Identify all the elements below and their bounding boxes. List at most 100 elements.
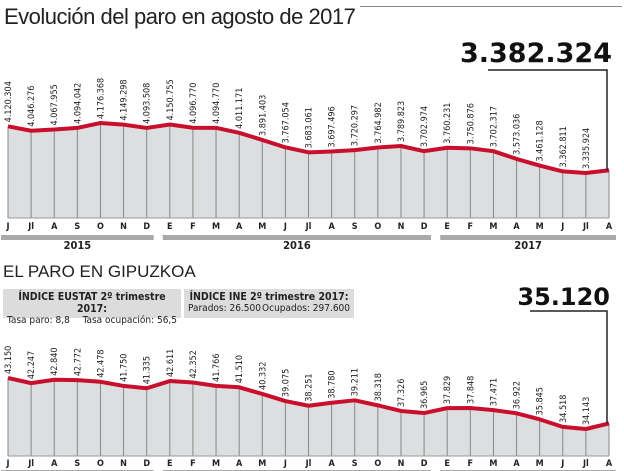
month-tick: A <box>51 459 58 469</box>
month-tick: J <box>5 459 9 469</box>
ine-box: ÍNDICE INE 2º trimestre 2017: Parados: 2… <box>184 289 354 318</box>
data-label: 42.247 <box>27 351 37 379</box>
data-label: 3.720.297 <box>351 105 361 146</box>
month-tick: D <box>421 222 428 232</box>
data-label: 3.767.054 <box>281 102 291 143</box>
month-tick: A <box>328 222 335 232</box>
highlight-value: 35.120 <box>517 283 610 311</box>
ine-title: ÍNDICE INE 2º trimestre 2017: <box>189 291 349 303</box>
data-label: 36.922 <box>513 381 523 409</box>
month-tick: O <box>97 459 104 469</box>
data-label: 3.760.231 <box>443 103 453 144</box>
month-tick: A <box>236 222 243 232</box>
month-tick: M <box>212 459 220 469</box>
data-label: 42.352 <box>189 350 199 378</box>
month-tick: Jl <box>27 459 34 469</box>
data-label: 4.093.508 <box>143 83 153 124</box>
data-label: 3.891.403 <box>258 95 268 136</box>
section-subtitle: EL PARO EN GIPUZKOA <box>3 262 196 281</box>
data-label: 37.848 <box>466 376 476 404</box>
title-rule <box>360 6 622 7</box>
month-tick: M <box>536 459 544 469</box>
month-tick: M <box>212 222 220 232</box>
month-tick: E <box>167 222 173 232</box>
eustat-box: ÍNDICE EUSTAT 2º trimestre 2017: Tasa pa… <box>3 289 181 326</box>
month-tick: A <box>328 459 335 469</box>
eustat-title: ÍNDICE EUSTAT 2º trimestre 2017: <box>18 291 166 315</box>
data-label: 4.096.770 <box>189 83 199 124</box>
month-tick: S <box>74 222 80 232</box>
month-tick: Jl <box>582 459 589 469</box>
year-bar <box>1 235 154 240</box>
data-label: 3.461.128 <box>536 120 546 161</box>
year-label: 2016 <box>283 239 311 252</box>
data-label: 36.965 <box>420 381 430 409</box>
data-label: 41.766 <box>212 354 222 382</box>
data-label: 41.335 <box>143 356 153 384</box>
data-label: 42.611 <box>166 349 176 377</box>
year-label: 2015 <box>64 239 92 252</box>
data-label: 42.478 <box>96 349 106 377</box>
eustat-left: Tasa paro: 8,8 <box>7 315 70 326</box>
data-label: 35.845 <box>536 387 546 415</box>
month-tick: N <box>120 222 127 232</box>
data-label: 42.772 <box>73 348 83 376</box>
data-label: 39.211 <box>351 368 361 396</box>
data-label: 4.094.770 <box>212 83 222 124</box>
data-label: 4.067.955 <box>50 84 60 125</box>
data-label: 41.750 <box>120 354 130 382</box>
data-label: 4.094.042 <box>73 83 83 124</box>
month-tick: S <box>352 222 358 232</box>
month-tick: O <box>374 222 381 232</box>
month-tick: A <box>606 459 613 469</box>
month-tick: D <box>421 459 428 469</box>
series-line-0 <box>7 121 610 175</box>
month-tick: Jl <box>582 222 589 232</box>
month-tick: M <box>489 459 497 469</box>
month-tick: M <box>489 222 497 232</box>
month-tick: N <box>398 459 405 469</box>
data-label: 4.046.276 <box>27 86 37 127</box>
year-bar <box>162 235 432 240</box>
data-label: 4.120.304 <box>4 81 14 122</box>
highlight-value: 3.382.324 <box>460 38 612 69</box>
data-label: 43.150 <box>4 346 14 374</box>
data-label: 3.750.876 <box>466 103 476 144</box>
data-label: 4.150.755 <box>166 79 176 120</box>
data-label: 34.518 <box>559 395 569 423</box>
month-tick: J <box>5 222 9 232</box>
month-tick: J <box>283 459 287 469</box>
month-tick: J <box>560 459 564 469</box>
data-label: 3.335.924 <box>582 128 592 169</box>
data-label: 3.573.036 <box>513 114 523 155</box>
data-label: 37.471 <box>489 378 499 406</box>
data-label: 37.829 <box>443 376 453 404</box>
data-label: 38.780 <box>328 370 338 398</box>
eustat-right: Tasa ocupación: 56,5 <box>82 315 177 326</box>
data-label: 38.251 <box>305 373 315 401</box>
month-tick: E <box>444 459 450 469</box>
data-label: 37.326 <box>397 379 407 407</box>
year-label: 2017 <box>514 239 542 252</box>
month-tick: M <box>536 222 544 232</box>
month-tick: F <box>468 459 474 469</box>
month-tick: A <box>606 222 613 232</box>
data-label: 39.075 <box>281 369 291 397</box>
data-label: 40.332 <box>258 362 268 390</box>
data-label: 34.143 <box>582 397 592 425</box>
month-tick: J <box>283 222 287 232</box>
month-tick: Jl <box>305 459 312 469</box>
data-label: 41.510 <box>235 355 245 383</box>
data-label: 3.697.496 <box>328 106 338 147</box>
month-tick: J <box>560 222 564 232</box>
callout-line <box>530 310 608 424</box>
month-tick: E <box>167 459 173 469</box>
callout-line <box>488 69 608 171</box>
month-tick: D <box>143 459 150 469</box>
data-label: 3.683.061 <box>305 107 315 148</box>
month-tick: A <box>236 459 243 469</box>
month-tick: A <box>51 222 58 232</box>
month-tick: S <box>74 459 80 469</box>
month-tick: F <box>190 222 196 232</box>
